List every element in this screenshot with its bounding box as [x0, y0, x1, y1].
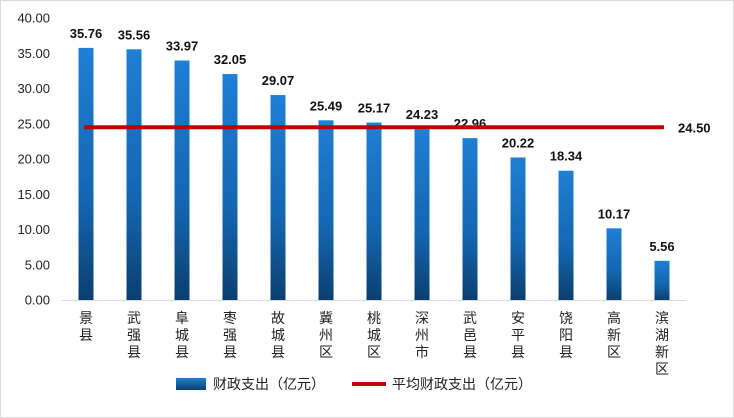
bar — [270, 95, 286, 300]
bar — [654, 260, 670, 300]
category-label: 景县 — [79, 311, 93, 344]
bar — [366, 122, 382, 300]
bar — [558, 170, 574, 300]
data-label: 10.17 — [598, 206, 631, 221]
bar — [318, 120, 334, 300]
bar — [222, 74, 238, 300]
y-tick-label: 15.00 — [17, 187, 50, 202]
y-tick-label: 10.00 — [17, 222, 50, 237]
category-label: 阜城县 — [175, 310, 189, 361]
category-label: 滨湖新区 — [655, 311, 669, 378]
bar — [510, 157, 526, 300]
x-axis: 景县 武强县 阜城县 枣强县 故城县 冀州区 桃城区 深州市 武邑县 安平县 饶阳县 高新区 滨湖新区 — [79, 310, 669, 378]
category-label: 深州市 — [415, 311, 429, 361]
category-label: 枣强县 — [223, 311, 237, 361]
y-tick-label: 40.00 — [17, 11, 50, 26]
category-label: 高新区 — [607, 310, 621, 361]
y-tick-label: 35.00 — [17, 46, 50, 61]
bar — [414, 129, 430, 300]
bar — [606, 228, 622, 300]
y-tick-label: 25.00 — [17, 116, 50, 131]
legend-bar-swatch — [176, 378, 206, 390]
data-label: 29.07 — [262, 73, 295, 88]
data-label: 5.56 — [649, 239, 674, 254]
data-label: 35.56 — [118, 27, 151, 42]
y-axis: 0.00 5.00 10.00 15.00 20.00 25.00 30.00 35.00 40… — [17, 11, 686, 308]
category-label: 冀州区 — [319, 311, 333, 361]
average-line-group: 24.50 — [84, 120, 711, 135]
data-label: 25.49 — [310, 98, 343, 113]
data-label: 18.34 — [550, 149, 583, 164]
category-label: 饶阳县 — [559, 311, 573, 361]
data-label: 25.17 — [358, 101, 391, 116]
data-label: 20.22 — [502, 135, 535, 150]
legend-line-label: 平均财政支出（亿元） — [392, 377, 532, 393]
y-tick-label: 20.00 — [17, 152, 50, 167]
data-label: 32.05 — [214, 52, 247, 67]
average-line-label: 24.50 — [678, 120, 711, 135]
category-label: 故城县 — [271, 311, 285, 361]
bars: 35.76 35.56 33.97 32.05 29.07 25.49 25.17 24.23… — [70, 26, 675, 300]
legend-bar-label: 财政支出（亿元） — [213, 377, 325, 393]
category-label: 安平县 — [511, 311, 525, 361]
data-label: 33.97 — [166, 39, 199, 54]
category-label: 武邑县 — [463, 311, 477, 361]
y-tick-label: 0.00 — [25, 293, 50, 308]
y-tick-label: 30.00 — [17, 81, 50, 96]
data-label: 35.76 — [70, 26, 103, 41]
bar — [174, 60, 190, 300]
y-tick-label: 5.00 — [25, 257, 50, 272]
legend: 财政支出（亿元） 平均财政支出（亿元） — [176, 377, 532, 393]
category-label: 桃城区 — [367, 311, 381, 361]
bar — [126, 49, 142, 300]
bar — [78, 47, 94, 300]
bar — [462, 138, 478, 300]
data-label: 24.23 — [406, 107, 439, 122]
category-label: 武强县 — [127, 311, 141, 361]
